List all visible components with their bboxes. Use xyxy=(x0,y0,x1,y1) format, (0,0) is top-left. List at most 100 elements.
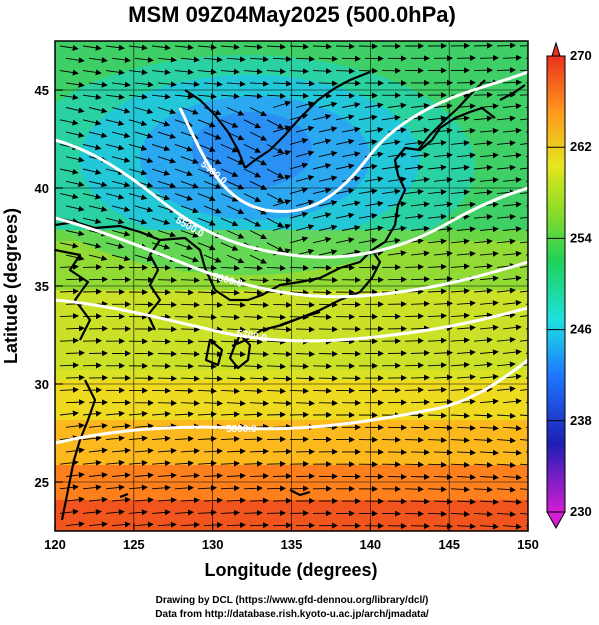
wind-arrow xyxy=(427,337,447,344)
wind-arrow xyxy=(479,103,499,110)
wind-arrow xyxy=(59,362,79,369)
wind-arrow xyxy=(249,180,267,190)
wind-arrow xyxy=(180,448,200,455)
wind-arrow xyxy=(111,180,131,188)
wind-arrow xyxy=(226,180,245,190)
wind-arrow xyxy=(312,236,332,244)
wind-arrow xyxy=(318,350,338,357)
wind-arrow xyxy=(220,265,240,272)
wind-arrow xyxy=(456,349,476,356)
wind-arrow xyxy=(266,265,286,272)
wind-arrow xyxy=(249,472,269,479)
wind-arrow xyxy=(496,336,516,343)
wind-arrow xyxy=(335,187,355,195)
wind-arrow xyxy=(502,523,522,530)
colorbar-ticks: 230 238 246 254 262 270 xyxy=(547,48,592,519)
wind-arrow xyxy=(289,236,309,244)
wind-arrow xyxy=(427,263,447,270)
wind-arrow xyxy=(243,411,263,418)
wind-arrow xyxy=(157,107,177,115)
wind-arrow xyxy=(59,288,79,295)
wind-arrow xyxy=(249,522,269,529)
wind-arrow xyxy=(134,472,154,479)
wind-arrow xyxy=(180,277,200,284)
wind-arrow xyxy=(266,388,286,395)
wind-arrow xyxy=(82,459,102,466)
wind-arrow xyxy=(266,485,286,492)
wind-arrow xyxy=(358,237,378,244)
wind-arrow xyxy=(358,188,378,195)
wind-arrow xyxy=(88,496,108,503)
wind-arrow xyxy=(479,474,499,481)
wind-arrow xyxy=(519,216,528,219)
wind-arrow xyxy=(312,113,332,121)
wind-arrow xyxy=(433,474,453,481)
wind-arrow xyxy=(180,301,200,308)
wind-arrow xyxy=(450,312,470,319)
wind-arrow xyxy=(289,92,309,99)
wind-arrow xyxy=(289,211,309,219)
wind-arrow xyxy=(496,164,516,171)
wind-arrow xyxy=(404,337,424,344)
wind-arrow xyxy=(450,337,470,344)
wind-arrow xyxy=(335,43,355,50)
wind-arrow xyxy=(82,264,102,271)
colorbar-tick-label: 270 xyxy=(570,48,592,63)
wind-arrow xyxy=(82,119,102,126)
wind-arrow xyxy=(502,152,522,159)
wind-arrow xyxy=(318,301,338,308)
wind-arrow xyxy=(157,497,177,504)
wind-arrow xyxy=(174,460,194,467)
wind-arrow xyxy=(157,521,177,528)
wind-arrow xyxy=(519,439,528,441)
wind-arrow xyxy=(473,511,493,518)
wind-arrow xyxy=(272,473,292,480)
wind-arrow xyxy=(249,156,267,166)
wind-arrow xyxy=(312,289,332,296)
wind-arrow xyxy=(249,448,269,455)
wind-arrow xyxy=(197,193,216,202)
wind-arrow xyxy=(289,43,309,50)
wind-arrow xyxy=(134,205,154,213)
wind-arrow xyxy=(226,56,246,63)
wind-arrow xyxy=(174,264,194,271)
wind-arrow xyxy=(519,45,528,47)
wind-arrow xyxy=(502,275,522,282)
wind-arrow xyxy=(134,254,154,262)
wind-arrow xyxy=(450,437,470,444)
wind-arrow xyxy=(272,80,292,87)
wind-arrow xyxy=(151,435,171,442)
wind-arrow xyxy=(197,168,216,177)
wind-arrow xyxy=(381,213,401,220)
wind-arrow xyxy=(450,288,470,295)
wind-arrow xyxy=(65,374,85,381)
wind-arrow xyxy=(410,176,430,183)
wind-arrow xyxy=(180,156,199,164)
wind-arrow xyxy=(364,102,384,109)
wind-arrow xyxy=(404,510,424,517)
wind-arrow xyxy=(272,400,292,407)
wind-arrow xyxy=(134,131,154,139)
wind-arrow xyxy=(502,425,522,432)
wind-arrow xyxy=(433,424,453,431)
wind-arrow xyxy=(151,44,171,51)
wind-arrow xyxy=(289,264,309,271)
wind-arrow xyxy=(197,435,217,442)
wind-arrow xyxy=(519,315,528,318)
wind-arrow xyxy=(312,387,332,394)
wind-arrow xyxy=(59,508,79,515)
wind-arrow xyxy=(479,177,499,183)
wind-arrow xyxy=(387,102,407,109)
wind-arrow xyxy=(473,412,493,419)
wind-arrow xyxy=(203,107,222,116)
wind-arrow xyxy=(410,349,430,356)
wind-arrow xyxy=(128,119,148,127)
wind-arrow xyxy=(312,138,332,145)
colorbar-tick-label: 230 xyxy=(570,504,592,519)
wind-arrow xyxy=(249,375,269,382)
wind-arrow xyxy=(502,474,522,481)
wind-arrow xyxy=(519,143,528,145)
wind-arrow xyxy=(157,400,177,407)
colorbar-top-arrow xyxy=(551,41,561,57)
